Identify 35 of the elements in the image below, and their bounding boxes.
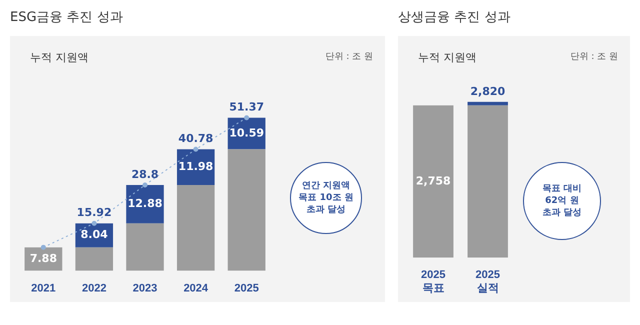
data-label: 8.04: [80, 228, 108, 242]
x-tick-label: 2024: [184, 282, 209, 294]
x-tick-label: 2021: [31, 282, 56, 294]
text: 연간 지원액 목표 10조 원 초과 달성: [290, 162, 362, 234]
total-label: 15.92: [76, 206, 112, 220]
text: 단위 : 조 원: [570, 51, 618, 63]
bar: [126, 223, 164, 271]
point: [193, 146, 198, 152]
bar: [176, 184, 215, 271]
data-label: 12.88: [128, 197, 162, 210]
total-label: 40.78: [178, 132, 214, 146]
bar: [75, 247, 114, 271]
text: 단위 : 조 원: [325, 51, 373, 63]
text: 누적 지원액: [30, 50, 88, 65]
total-label: 28.8: [131, 168, 159, 181]
x-tick-label: 2022: [82, 282, 106, 294]
point: [92, 220, 97, 226]
bar: [228, 149, 266, 271]
total-label: 2,820: [470, 84, 506, 98]
point: [40, 244, 46, 250]
text: ESG금융 추진 성과: [10, 9, 123, 26]
point: [142, 182, 148, 188]
total-label: 51.37: [229, 100, 264, 114]
data-label: 2,758: [416, 174, 451, 188]
x-tick-label: 2023: [132, 282, 158, 294]
chart-title: 상생금융 추진 성과: [398, 9, 510, 26]
x-tick-label: 2025 실적: [476, 269, 500, 294]
data-label: 11.98: [178, 160, 214, 173]
chart-subtitle: 누적 지원액: [418, 50, 476, 65]
data-label: 7.88: [30, 252, 57, 265]
x-tick-label: 2025 목표: [421, 269, 446, 294]
x-tick-label: 2025: [234, 282, 259, 294]
point: [244, 115, 250, 120]
data-label: 10.59: [229, 126, 264, 140]
text: 목표 대비 62억 원 초과 달성: [523, 162, 601, 240]
